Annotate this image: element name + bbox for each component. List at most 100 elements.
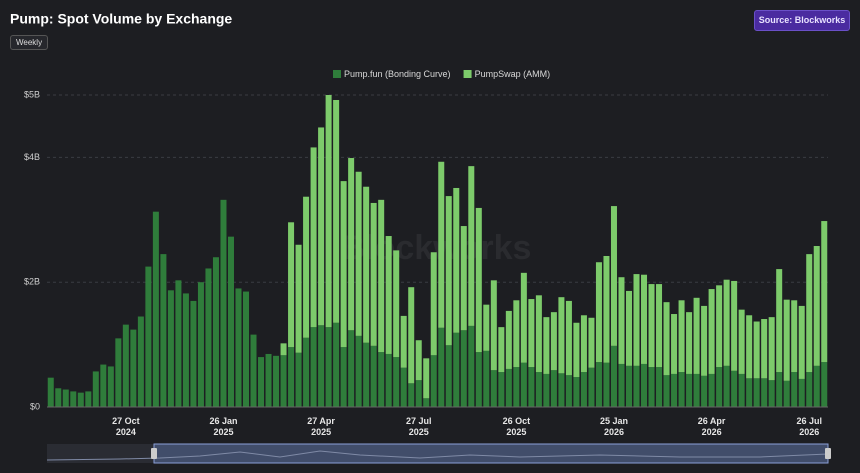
bar-segment xyxy=(565,375,572,407)
bar-segment xyxy=(813,365,820,407)
bar-segment xyxy=(423,398,430,407)
bar-segment xyxy=(62,389,69,407)
bar-segment xyxy=(243,291,250,407)
bar-segment xyxy=(595,262,602,363)
bar-segment xyxy=(656,367,663,407)
bar-segment xyxy=(55,388,62,407)
navigator-handle[interactable] xyxy=(825,448,831,459)
bar-segment xyxy=(318,325,325,407)
bar-segment xyxy=(340,181,347,348)
bar-segment xyxy=(370,202,377,346)
bar-segment xyxy=(265,353,272,407)
bar-segment xyxy=(445,196,452,346)
bar-segment xyxy=(235,288,242,407)
bar-segment xyxy=(408,383,415,407)
bar-segment xyxy=(550,312,557,371)
bar-segment xyxy=(716,367,723,407)
y-tick-label: $4B xyxy=(24,152,40,162)
bar-segment xyxy=(280,355,287,407)
bar-segment xyxy=(408,287,415,384)
bar-segment xyxy=(633,274,640,366)
bar-segment xyxy=(378,352,385,407)
bar-segment xyxy=(310,327,317,407)
bar-segment xyxy=(716,285,723,368)
bar-segment xyxy=(791,300,798,373)
bar-segment xyxy=(475,207,482,353)
source-button[interactable]: Source: Blockworks xyxy=(754,10,850,31)
bar-segment xyxy=(348,330,355,407)
bar-segment xyxy=(115,338,122,407)
bar-segment xyxy=(776,372,783,407)
bar-segment xyxy=(708,373,715,407)
bar-segment xyxy=(776,269,783,373)
bar-segment xyxy=(445,345,452,407)
bar-segment xyxy=(220,199,227,407)
bar-segment xyxy=(498,372,505,407)
bar-segment xyxy=(671,373,678,407)
bar-segment xyxy=(363,342,370,407)
frequency-button[interactable]: Weekly xyxy=(10,35,49,50)
bar-segment xyxy=(70,391,77,407)
x-tick-label: 26 Jul 2026 xyxy=(796,416,822,437)
bar-segment xyxy=(212,257,219,407)
bar-segment xyxy=(468,166,475,326)
bar-segment xyxy=(430,252,437,356)
chart-title: Pump: Spot Volume by Exchange xyxy=(10,11,232,27)
bar-segment xyxy=(280,343,287,356)
navigator-handle[interactable] xyxy=(151,448,157,459)
bar-segment xyxy=(137,316,144,407)
bar-segment xyxy=(250,334,257,407)
bar-segment xyxy=(197,282,204,407)
bar-segment xyxy=(678,372,685,407)
bar-segment xyxy=(152,211,159,407)
bar-segment xyxy=(288,222,295,348)
bar-segment xyxy=(746,315,753,379)
bar-segment xyxy=(656,284,663,368)
bar-segment xyxy=(573,322,580,378)
bar-segment xyxy=(678,300,685,373)
bar-segment xyxy=(535,295,542,373)
bar-segment xyxy=(47,377,54,407)
bar-segment xyxy=(130,329,137,407)
bar-segment xyxy=(528,299,535,368)
navigator[interactable] xyxy=(46,443,831,464)
bar-segment xyxy=(475,352,482,407)
bar-segment xyxy=(520,362,527,407)
bar-segment xyxy=(753,378,760,407)
bar-segment xyxy=(731,370,738,407)
bar-segment xyxy=(573,377,580,407)
bar-segment xyxy=(806,372,813,407)
x-tick-label: 26 Jan 2025 xyxy=(209,416,238,437)
bar-segment xyxy=(258,357,265,407)
bar-segment xyxy=(190,300,197,407)
bar-segment xyxy=(723,279,730,366)
bar-segment xyxy=(77,392,84,407)
bar-segment xyxy=(708,289,715,374)
bar-segment xyxy=(273,355,280,407)
bar-segment xyxy=(490,370,497,407)
bar-segment xyxy=(610,345,617,407)
bar-segment xyxy=(505,310,512,369)
bar-segment xyxy=(738,373,745,407)
bar-segment xyxy=(160,254,167,407)
bar-segment xyxy=(393,250,400,358)
bar-segment xyxy=(618,277,625,364)
bar-segment xyxy=(588,367,595,407)
bar-segment xyxy=(603,255,610,363)
bar-segment xyxy=(610,206,617,346)
bar-segment xyxy=(325,327,332,407)
bar-segment xyxy=(355,171,362,336)
bar-segment xyxy=(798,378,805,407)
bar-segment xyxy=(693,297,700,374)
bar-segment xyxy=(182,293,189,407)
bar-segment xyxy=(768,317,775,381)
legend-swatch xyxy=(333,70,341,78)
bar-segment xyxy=(483,350,490,407)
bar-segment xyxy=(333,322,340,407)
bar-segment xyxy=(821,221,828,363)
bar-segment xyxy=(438,327,445,407)
bar-segment xyxy=(460,226,467,331)
bar-segment xyxy=(543,373,550,407)
bar-segment xyxy=(167,290,174,407)
bar-segment xyxy=(806,254,813,373)
